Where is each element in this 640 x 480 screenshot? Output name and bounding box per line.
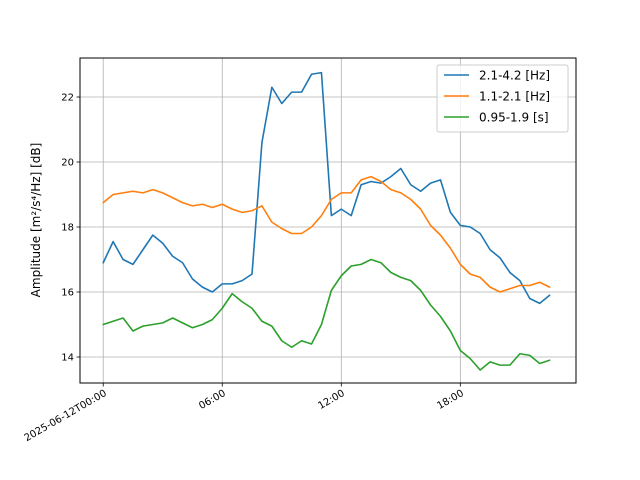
y-axis: 14 16 18 20 22	[61, 93, 80, 364]
series-lines	[102, 71, 551, 371]
legend-box	[436, 64, 569, 133]
y-tick-label: 14	[61, 353, 74, 364]
series-line-1	[102, 71, 551, 305]
y-tick-label: 20	[61, 158, 74, 169]
y-tick-label: 18	[61, 223, 74, 234]
plot-frame	[79, 57, 577, 384]
y-tick-label: 16	[61, 288, 74, 299]
y-tick-label: 22	[61, 93, 74, 104]
series-line-2	[102, 175, 551, 293]
legend-label-3: 0.95-1.9 [s]	[479, 111, 549, 125]
y-axis-label: Amplitude [m²/s⁴/Hz] [dB]	[29, 143, 43, 298]
legend: 2.1-4.2 [Hz] 1.1-2.1 [Hz] 0.95-1.9 [s]	[436, 64, 569, 133]
legend-label-2: 1.1-2.1 [Hz]	[479, 90, 550, 104]
legend-label-1: 2.1-4.2 [Hz]	[479, 69, 550, 83]
series-line-3	[102, 258, 551, 371]
